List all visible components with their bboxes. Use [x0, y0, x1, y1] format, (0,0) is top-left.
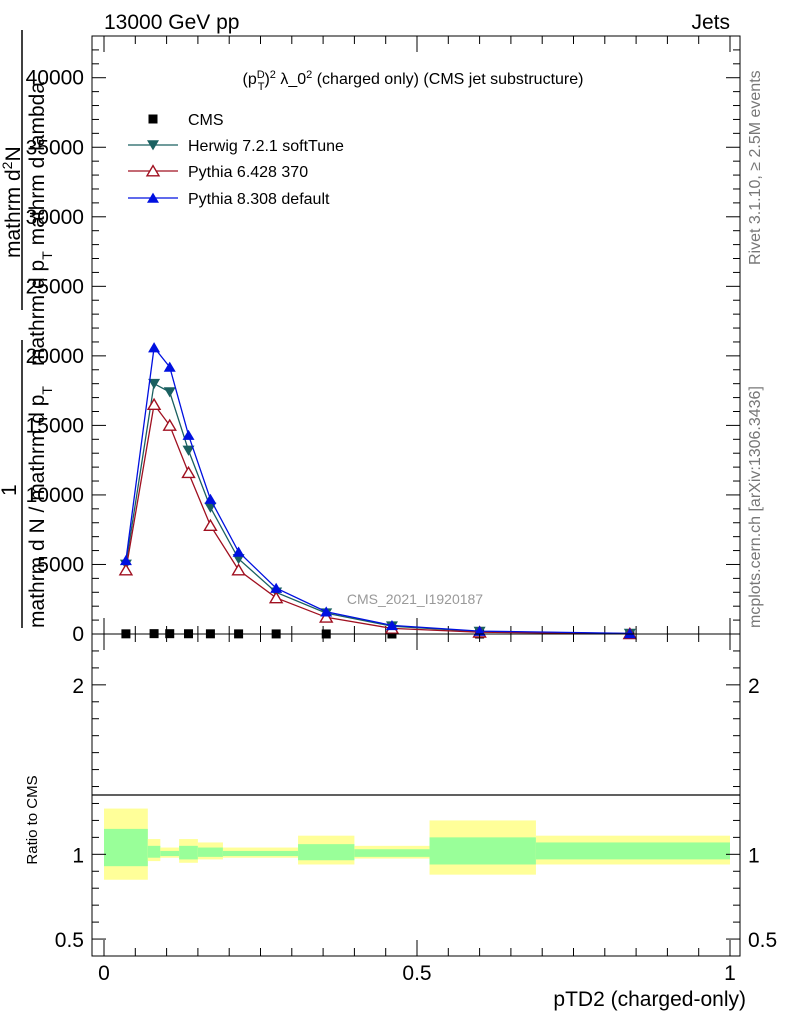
ratio-ytick-label: 2: [72, 675, 84, 698]
legend-label: Pythia 6.428 370: [188, 164, 308, 181]
data-point: [623, 628, 636, 639]
legend-label: Herwig 7.2.1 softTune: [188, 138, 344, 155]
ylabel-prefix-denominator: mathrm d N / mathrm d pT: [26, 386, 55, 628]
ratio-band-inner: [354, 849, 430, 857]
data-point: [319, 610, 334, 623]
legend-marker: [145, 164, 161, 177]
main-ytick-label: 0: [72, 623, 84, 646]
data-point: [148, 378, 161, 390]
main-title: (pD T)2 λ_02 (charged only) (CMS jet subs…: [243, 69, 584, 93]
data-point: [231, 563, 246, 576]
data-point: [119, 554, 132, 566]
data-point: [163, 387, 176, 398]
main-ylabel: mathrm d2N mathrm d pT mathrm d lambda 1…: [0, 30, 55, 628]
ratio-ytick-label-right: 1: [748, 844, 760, 867]
legend-marker: [148, 114, 158, 124]
legend-marker: [147, 192, 159, 203]
ratio-plot: 0.5 0.5 1 1 2 2 0 0.5 1: [55, 633, 777, 985]
ratio-ylabel: Ratio to CMS: [24, 775, 41, 864]
main-ytick-labels: 0 5000 10000 15000 20000 25000 30000 35000 40000: [26, 67, 84, 646]
data-point: [162, 418, 177, 431]
xtick-label: 1: [724, 962, 736, 985]
data-point: [146, 397, 162, 411]
main-ytick-label: 25000: [26, 275, 84, 298]
ratio-band-inner: [179, 845, 198, 860]
header-right: Jets: [691, 11, 730, 34]
data-point: [232, 546, 245, 557]
data-point: [148, 342, 161, 353]
ratio-band-inner: [160, 850, 180, 857]
ylabel-prefix-numerator: 1: [0, 484, 21, 496]
ratio-ytick-label-right: 2: [748, 675, 760, 698]
main-ytick-label: 20000: [26, 345, 84, 368]
ylabel-numerator: mathrm d2N: [0, 146, 25, 258]
main-ytick-label: 15000: [26, 414, 84, 437]
series-3: [119, 342, 636, 639]
legend-label: CMS: [188, 112, 224, 129]
main-ytick-label: 40000: [26, 67, 84, 90]
main-ytick-label: 5000: [37, 553, 84, 576]
ratio-band-inner: [197, 847, 223, 857]
data-point: [473, 625, 486, 636]
xtick-label: 0.5: [402, 962, 431, 985]
ratio-band-inner: [222, 850, 299, 857]
main-ytick-label: 35000: [26, 136, 84, 159]
xaxis-label: pTD2 (charged-only): [553, 988, 746, 1011]
ratio-band-inner: [298, 844, 355, 861]
ratio-ytick-label: 1: [72, 844, 84, 867]
legend: CMS Herwig 7.2.1 softTune Pythia 6.428 370…: [128, 112, 344, 208]
main-ytick-label: 30000: [26, 206, 84, 229]
ratio-ytick-label-right: 0.5: [748, 929, 777, 952]
data-point: [204, 493, 217, 504]
main-ytick-label: 10000: [26, 484, 84, 507]
data-point: [385, 619, 398, 631]
ratio-ticks: [92, 634, 740, 956]
legend-label: Pythia 8.308 default: [188, 191, 330, 208]
data-point: [163, 361, 176, 372]
ratio-plot-frame: [91, 633, 741, 957]
header-left: 13000 GeV pp: [104, 11, 239, 34]
ratio-band-inner: [104, 828, 148, 867]
ratio-band-inner: [535, 842, 730, 860]
ylabel-denominator: mathrm d pT mathrm d lambda: [26, 82, 55, 366]
ratio-band-inner: [429, 837, 536, 865]
data-point: [270, 582, 283, 593]
mcplots-label: mcplots.cern.ch [arXiv:1306.3436]: [747, 386, 764, 628]
ratio-tick-labels: 0.5 0.5 1 1 2 2 0 0.5 1: [55, 675, 777, 985]
data-point: [268, 591, 284, 604]
data-point: [182, 445, 195, 456]
data-point: [320, 606, 333, 617]
ratio-ytick-label: 0.5: [55, 929, 84, 952]
legend-marker: [147, 140, 159, 151]
data-point: [181, 465, 196, 479]
xtick-label: 0: [98, 962, 110, 985]
analysis-watermark: CMS_2021_I1920187: [347, 591, 483, 607]
ratio-bands: [104, 808, 730, 880]
data-point: [182, 429, 195, 440]
data-point: [203, 518, 218, 532]
ratio-band-inner: [147, 845, 161, 858]
data-point: [118, 563, 134, 576]
main-plot: 0 5000 10000 15000 20000 25000 30000 35000 40000…: [26, 35, 741, 646]
rivet-label: Rivet 3.1.10, ≥ 2.5M events: [747, 70, 764, 265]
